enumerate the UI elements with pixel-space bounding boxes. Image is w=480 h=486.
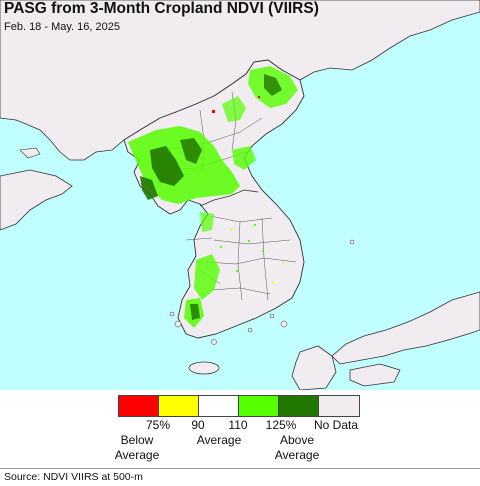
label-average-text: Average [196, 433, 242, 447]
scattered-pixels [212, 96, 284, 284]
japan-honshu [331, 291, 480, 365]
label-below-average: Below Average [115, 433, 159, 463]
southern-islands [169, 311, 275, 345]
map-title: PASG from 3-Month Cropland NDVI (VIIRS) [4, 0, 319, 17]
label-above-average-text: Above Average [274, 433, 320, 462]
label-above-average: Above Average [275, 433, 319, 463]
swatch-110-125 [239, 396, 279, 416]
shandong-peninsula [0, 169, 73, 231]
tick-no-data: No Data [313, 418, 359, 432]
tsushima-island [280, 320, 288, 328]
swatch-no-data [319, 396, 359, 416]
tick-90: 90 [191, 418, 205, 432]
north-south-border [199, 189, 259, 207]
swatch-90-110 [199, 396, 239, 416]
province-lines [185, 215, 297, 301]
footer: Source: NDVI VIIRS at 500-m [0, 468, 480, 486]
tick-110: 110 [228, 418, 248, 432]
tick-125: 125% [265, 418, 297, 432]
legend-swatches [118, 395, 360, 417]
jeju-island [188, 361, 220, 375]
japan-kyushu [291, 345, 337, 390]
legend: 75% 90 110 125% No Data Below Average Av… [0, 390, 480, 468]
label-average: Average [197, 433, 241, 448]
map [0, 0, 480, 390]
ulleung-island [349, 239, 355, 245]
swatch-below-75 [119, 396, 159, 416]
date-range: Feb. 18 - May. 16, 2025 [4, 21, 120, 33]
green-patches [128, 66, 298, 328]
island-northwest [19, 147, 41, 159]
japan-shikoku [349, 363, 401, 387]
source-credit: Source: NDVI VIIRS at 500-m [4, 471, 143, 483]
tick-75: 75% [145, 418, 171, 432]
label-below-average-text: Below Average [114, 433, 160, 462]
swatch-75-90 [159, 396, 199, 416]
swatch-above-125 [279, 396, 319, 416]
